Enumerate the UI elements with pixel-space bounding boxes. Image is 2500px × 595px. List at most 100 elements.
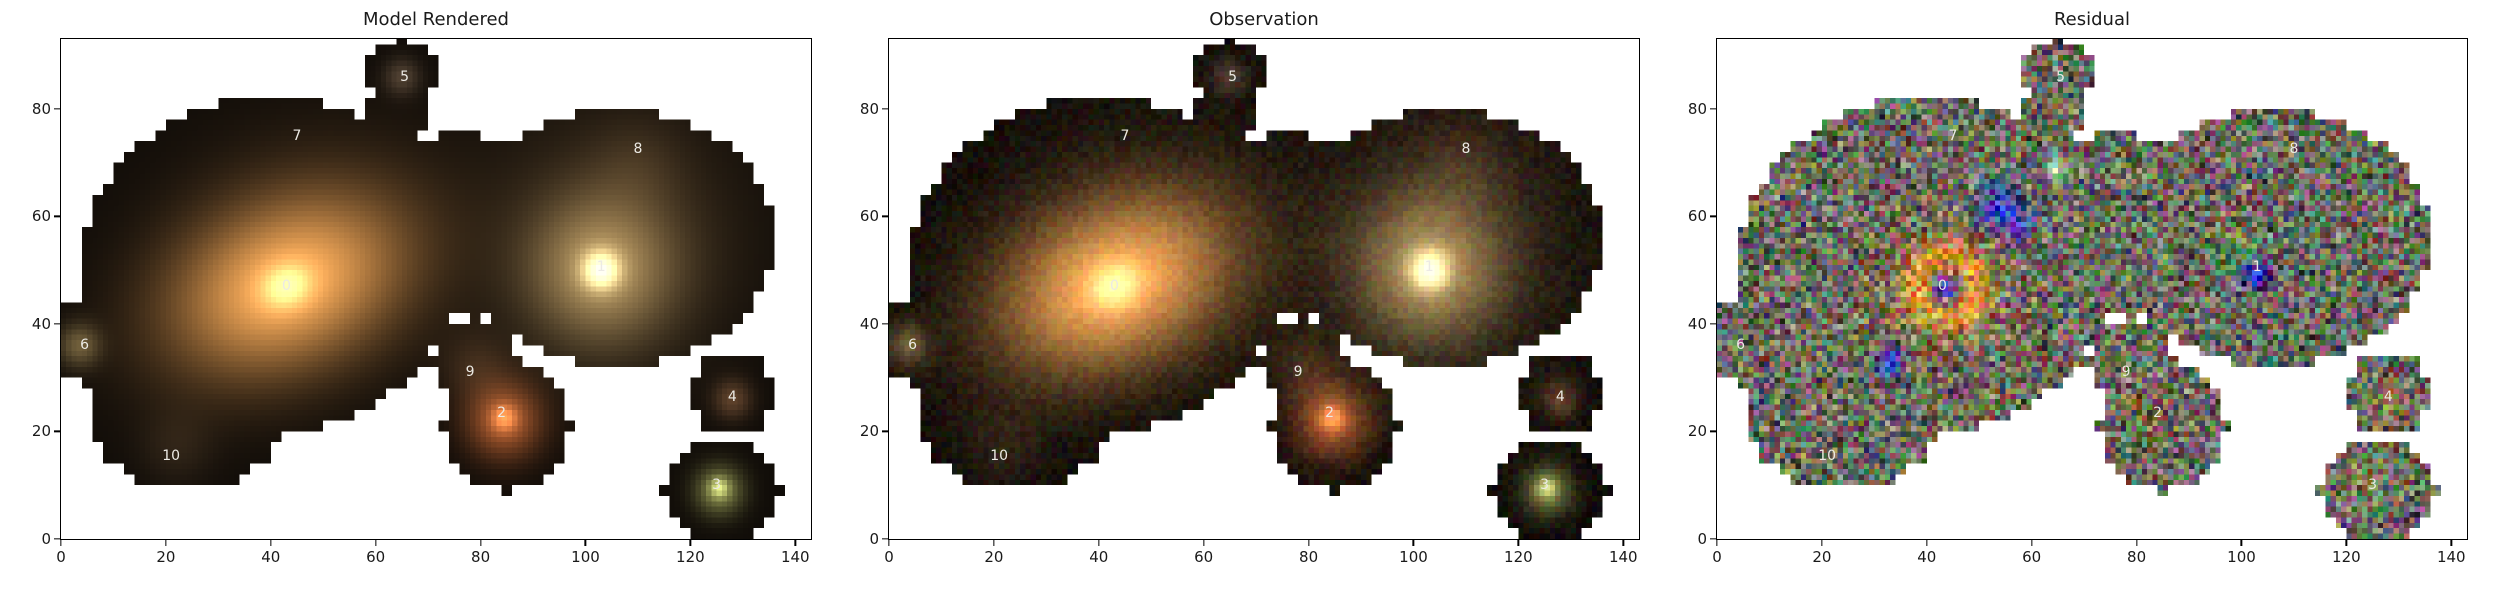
x-tick-label: 40 [261, 548, 281, 566]
observation-image [889, 39, 1639, 539]
x-tick-label: 0 [1712, 548, 1722, 566]
x-tick-mark [2031, 539, 2033, 546]
x-tick-mark [1716, 539, 1718, 546]
panel-title: Residual [2053, 9, 2131, 30]
source-label: 2 [2153, 404, 2163, 421]
source-label: 0 [1110, 278, 1119, 295]
source-label: 7 [292, 127, 302, 144]
panel-title: Model Rendered [363, 9, 509, 30]
x-tick-label: 20 [1812, 548, 1832, 566]
x-tick-mark [2450, 539, 2452, 546]
x-tick-mark [2345, 539, 2348, 546]
source-label: 10 [1818, 447, 1837, 464]
residual-image [1717, 39, 2467, 539]
x-tick-mark [270, 539, 272, 546]
x-tick-mark [165, 539, 167, 546]
x-tick-label: 140 [780, 548, 810, 566]
y-tick-label: 0 [41, 530, 51, 548]
x-tick-mark [689, 539, 692, 546]
source-label: 7 [1948, 127, 1958, 144]
y-tick-label: 60 [1687, 207, 1707, 226]
y-tick-label: 20 [1687, 422, 1707, 441]
x-tick-mark [1098, 539, 1100, 546]
source-label: 6 [1736, 337, 1746, 354]
y-tick-mark [54, 108, 61, 110]
source-label: 9 [2121, 364, 2131, 381]
x-tick-label: 0 [56, 548, 66, 566]
source-label: 1 [1424, 259, 1434, 276]
panel-title: Observation [1209, 9, 1319, 30]
x-tick-mark [375, 539, 377, 546]
x-tick-mark [1412, 539, 1415, 546]
y-tick-label: 80 [859, 99, 879, 118]
y-tick-label: 40 [859, 314, 879, 333]
x-tick-label: 80 [2127, 548, 2147, 566]
source-label: 3 [2368, 477, 2378, 494]
y-tick-label: 20 [31, 422, 51, 441]
source-label: 9 [465, 364, 475, 381]
x-tick-mark [1622, 539, 1624, 546]
y-tick-label: 80 [1687, 99, 1707, 118]
x-tick-mark [479, 539, 482, 546]
x-tick-label: 60 [366, 548, 386, 566]
panel-residual: Residual 0 20 40 60 80 100 120 140 0 20 40 60 80 0 1 2 3… [1670, 8, 2468, 595]
source-label: 2 [497, 404, 507, 421]
model-rendered-image [61, 39, 811, 539]
y-tick-label: 40 [1687, 314, 1707, 333]
x-tick-mark [888, 539, 890, 546]
x-tick-label: 140 [1608, 548, 1638, 566]
source-label: 0 [282, 278, 291, 295]
y-tick-mark [1710, 538, 1717, 540]
x-tick-label: 100 [2227, 548, 2256, 566]
x-tick-mark [1821, 539, 1823, 546]
source-label: 8 [2289, 141, 2299, 158]
source-label: 7 [1120, 127, 1130, 144]
x-tick-mark [584, 539, 587, 546]
x-tick-label: 120 [676, 548, 705, 566]
x-tick-mark [794, 539, 796, 546]
x-tick-label: 40 [1089, 548, 1109, 566]
x-tick-label: 120 [2332, 548, 2361, 566]
source-label: 8 [1461, 141, 1471, 158]
source-label: 4 [2383, 388, 2393, 405]
source-label: 9 [1293, 364, 1303, 381]
source-label: 6 [80, 337, 90, 354]
y-tick-label: 0 [869, 530, 879, 548]
observation-plot-area: 0 20 40 60 80 100 120 140 0 20 40 60 80 0 1 2 3 4 5 6 7 8 9 10 [860, 38, 1640, 566]
y-tick-mark [54, 430, 61, 433]
source-label: 8 [633, 141, 643, 158]
y-tick-mark [882, 323, 889, 325]
y-tick-mark [1710, 108, 1717, 110]
model-rendered-plot-area: 0 20 40 60 80 100 120 140 0 20 40 60 80 0 1 2 3 4 5 6 7 8 9 10 [32, 38, 812, 566]
y-tick-mark [54, 323, 61, 325]
source-label: 6 [908, 337, 918, 354]
x-tick-label: 40 [1917, 548, 1937, 566]
x-tick-mark [60, 539, 62, 546]
y-tick-mark [54, 215, 61, 218]
y-tick-label: 60 [31, 207, 51, 226]
source-label: 4 [1555, 388, 1565, 405]
source-label: 10 [990, 447, 1009, 464]
x-tick-mark [1203, 539, 1205, 546]
y-tick-label: 60 [859, 207, 879, 226]
x-tick-label: 0 [884, 548, 894, 566]
x-tick-mark [1517, 539, 1520, 546]
x-tick-label: 60 [2022, 548, 2042, 566]
y-tick-mark [54, 538, 61, 540]
y-tick-label: 0 [1697, 530, 1707, 548]
y-tick-label: 80 [31, 99, 51, 118]
source-label: 10 [162, 447, 181, 464]
x-tick-label: 80 [471, 548, 491, 566]
y-tick-mark [882, 108, 889, 110]
x-tick-mark [1926, 539, 1928, 546]
x-tick-label: 100 [571, 548, 600, 566]
x-tick-mark [993, 539, 995, 546]
source-label: 0 [1938, 278, 1947, 295]
panel-observation: Observation 0 20 40 60 80 100 120 140 0 20 40 60 80 0… [842, 8, 1640, 595]
x-tick-label: 120 [1504, 548, 1533, 566]
y-tick-label: 40 [31, 314, 51, 333]
x-tick-mark [2240, 539, 2243, 546]
y-tick-mark [1710, 430, 1717, 433]
x-tick-label: 80 [1299, 548, 1319, 566]
